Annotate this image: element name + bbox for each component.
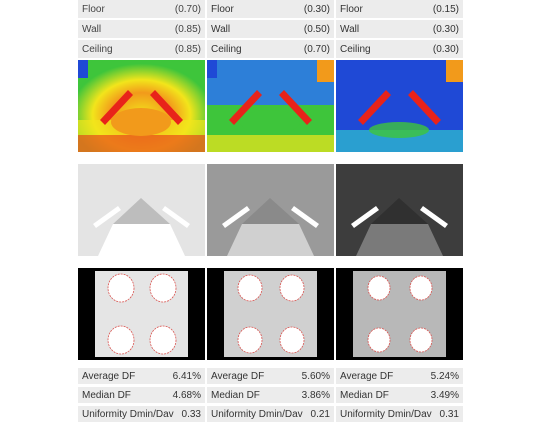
- wall-label: Wall: [82, 23, 102, 35]
- wall-label: Wall: [340, 23, 360, 35]
- floor-label: Floor: [211, 3, 234, 15]
- wall-value: (0.85): [174, 23, 201, 35]
- wall-value: (0.30): [432, 23, 459, 35]
- daylight-factor-heatmap: [207, 60, 334, 152]
- uniformity-row: Uniformity Dmin/Dav 0.33: [78, 406, 205, 422]
- average-df-row: Average DF 5.24%: [336, 368, 463, 384]
- stats-block: Average DF 6.41% Median DF 4.68% Uniform…: [78, 368, 205, 422]
- daylight-factor-heatmap: [78, 60, 205, 152]
- average-df-label: Average DF: [82, 370, 136, 382]
- isolux-contour-plan: [207, 268, 334, 360]
- column-1: Floor (0.70) Wall (0.85) Ceiling (0.85): [78, 0, 205, 425]
- uniformity-label: Uniformity Dmin/Dav: [82, 408, 174, 420]
- median-df-row: Median DF 4.68%: [78, 387, 205, 403]
- wall-value: (0.50): [303, 23, 330, 35]
- floor-row: Floor (0.15): [336, 0, 463, 18]
- uniformity-value: 0.31: [439, 408, 459, 420]
- uniformity-label: Uniformity Dmin/Dav: [340, 408, 432, 420]
- rendered-room-image: [336, 164, 463, 256]
- ceiling-label: Ceiling: [340, 43, 371, 55]
- stats-block: Average DF 5.24% Median DF 3.49% Uniform…: [336, 368, 463, 422]
- median-df-value: 4.68%: [172, 389, 201, 401]
- stats-block: Average DF 5.60% Median DF 3.86% Uniform…: [207, 368, 334, 422]
- wall-row: Wall (0.30): [336, 20, 463, 38]
- uniformity-row: Uniformity Dmin/Dav 0.31: [336, 406, 463, 422]
- column-3: Floor (0.15) Wall (0.30) Ceiling (0.30): [336, 0, 463, 425]
- average-df-row: Average DF 5.60%: [207, 368, 334, 384]
- floor-value: (0.15): [432, 3, 459, 15]
- uniformity-label: Uniformity Dmin/Dav: [211, 408, 303, 420]
- ceiling-label: Ceiling: [211, 43, 242, 55]
- floor-row: Floor (0.70): [78, 0, 205, 18]
- median-df-row: Median DF 3.49%: [336, 387, 463, 403]
- wall-row: Wall (0.85): [78, 20, 205, 38]
- floor-row: Floor (0.30): [207, 0, 334, 18]
- ceiling-label: Ceiling: [82, 43, 113, 55]
- average-df-row: Average DF 6.41%: [78, 368, 205, 384]
- floor-label: Floor: [340, 3, 363, 15]
- average-df-label: Average DF: [211, 370, 265, 382]
- floor-value: (0.30): [303, 3, 330, 15]
- ceiling-row: Ceiling (0.30): [336, 40, 463, 58]
- median-df-label: Median DF: [211, 389, 260, 401]
- ceiling-value: (0.85): [174, 43, 201, 55]
- isolux-contour-plan: [336, 268, 463, 360]
- ceiling-row: Ceiling (0.85): [78, 40, 205, 58]
- rendered-room-image: [78, 164, 205, 256]
- average-df-value: 6.41%: [172, 370, 201, 382]
- average-df-value: 5.60%: [301, 370, 330, 382]
- floor-value: (0.70): [174, 3, 201, 15]
- ceiling-value: (0.30): [432, 43, 459, 55]
- median-df-label: Median DF: [82, 389, 131, 401]
- daylight-factor-heatmap: [336, 60, 463, 152]
- isolux-contour-plan: [78, 268, 205, 360]
- uniformity-value: 0.21: [310, 408, 330, 420]
- median-df-label: Median DF: [340, 389, 389, 401]
- median-df-value: 3.86%: [301, 389, 330, 401]
- average-df-label: Average DF: [340, 370, 394, 382]
- ceiling-value: (0.70): [303, 43, 330, 55]
- median-df-value: 3.49%: [430, 389, 459, 401]
- floor-label: Floor: [82, 3, 105, 15]
- median-df-row: Median DF 3.86%: [207, 387, 334, 403]
- wall-label: Wall: [211, 23, 231, 35]
- uniformity-row: Uniformity Dmin/Dav 0.21: [207, 406, 334, 422]
- column-2: Floor (0.30) Wall (0.50) Ceiling (0.70): [207, 0, 334, 425]
- ceiling-row: Ceiling (0.70): [207, 40, 334, 58]
- rendered-room-image: [207, 164, 334, 256]
- average-df-value: 5.24%: [430, 370, 459, 382]
- uniformity-value: 0.33: [181, 408, 201, 420]
- wall-row: Wall (0.50): [207, 20, 334, 38]
